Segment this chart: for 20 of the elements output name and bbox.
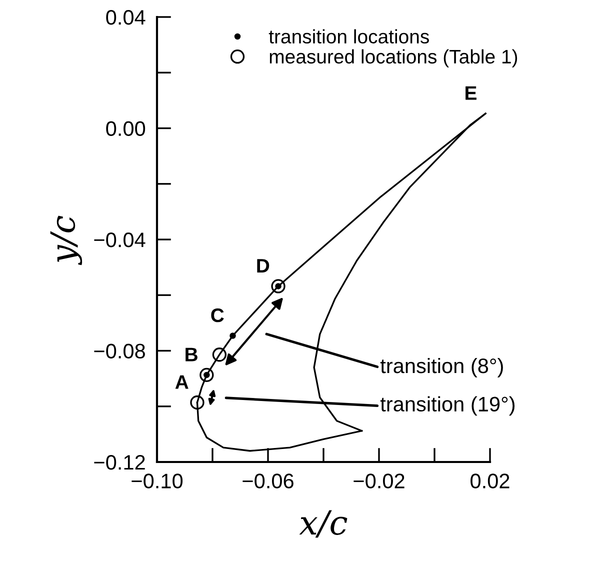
x-tick-label: −0.06 bbox=[242, 474, 294, 488]
annotation: D bbox=[257, 259, 270, 272]
annotation: C bbox=[211, 308, 224, 322]
y-axis-title: y/c bbox=[50, 216, 82, 266]
x-tick-label: 0.02 bbox=[470, 474, 510, 488]
legend-label: measured locations (Table 1) bbox=[270, 49, 518, 68]
x-axis-title: x/c bbox=[299, 510, 348, 538]
legend-label: transition locations bbox=[268, 29, 429, 44]
x-tick-label: −0.10 bbox=[132, 474, 183, 488]
x-tick-label: −0.02 bbox=[354, 474, 404, 488]
annotation: B bbox=[186, 348, 198, 362]
y-tick-label: 0.00 bbox=[106, 121, 146, 136]
annotation: A bbox=[175, 375, 188, 389]
annotation: E bbox=[466, 86, 476, 100]
annotation: transition (19°) bbox=[380, 396, 515, 416]
y-tick-label: −0.04 bbox=[94, 232, 146, 248]
y-tick-label: 0.04 bbox=[106, 10, 146, 25]
y-tick-label: −0.08 bbox=[94, 344, 145, 359]
annotation: transition (8°) bbox=[380, 358, 503, 378]
y-tick-label: −0.12 bbox=[94, 455, 145, 470]
